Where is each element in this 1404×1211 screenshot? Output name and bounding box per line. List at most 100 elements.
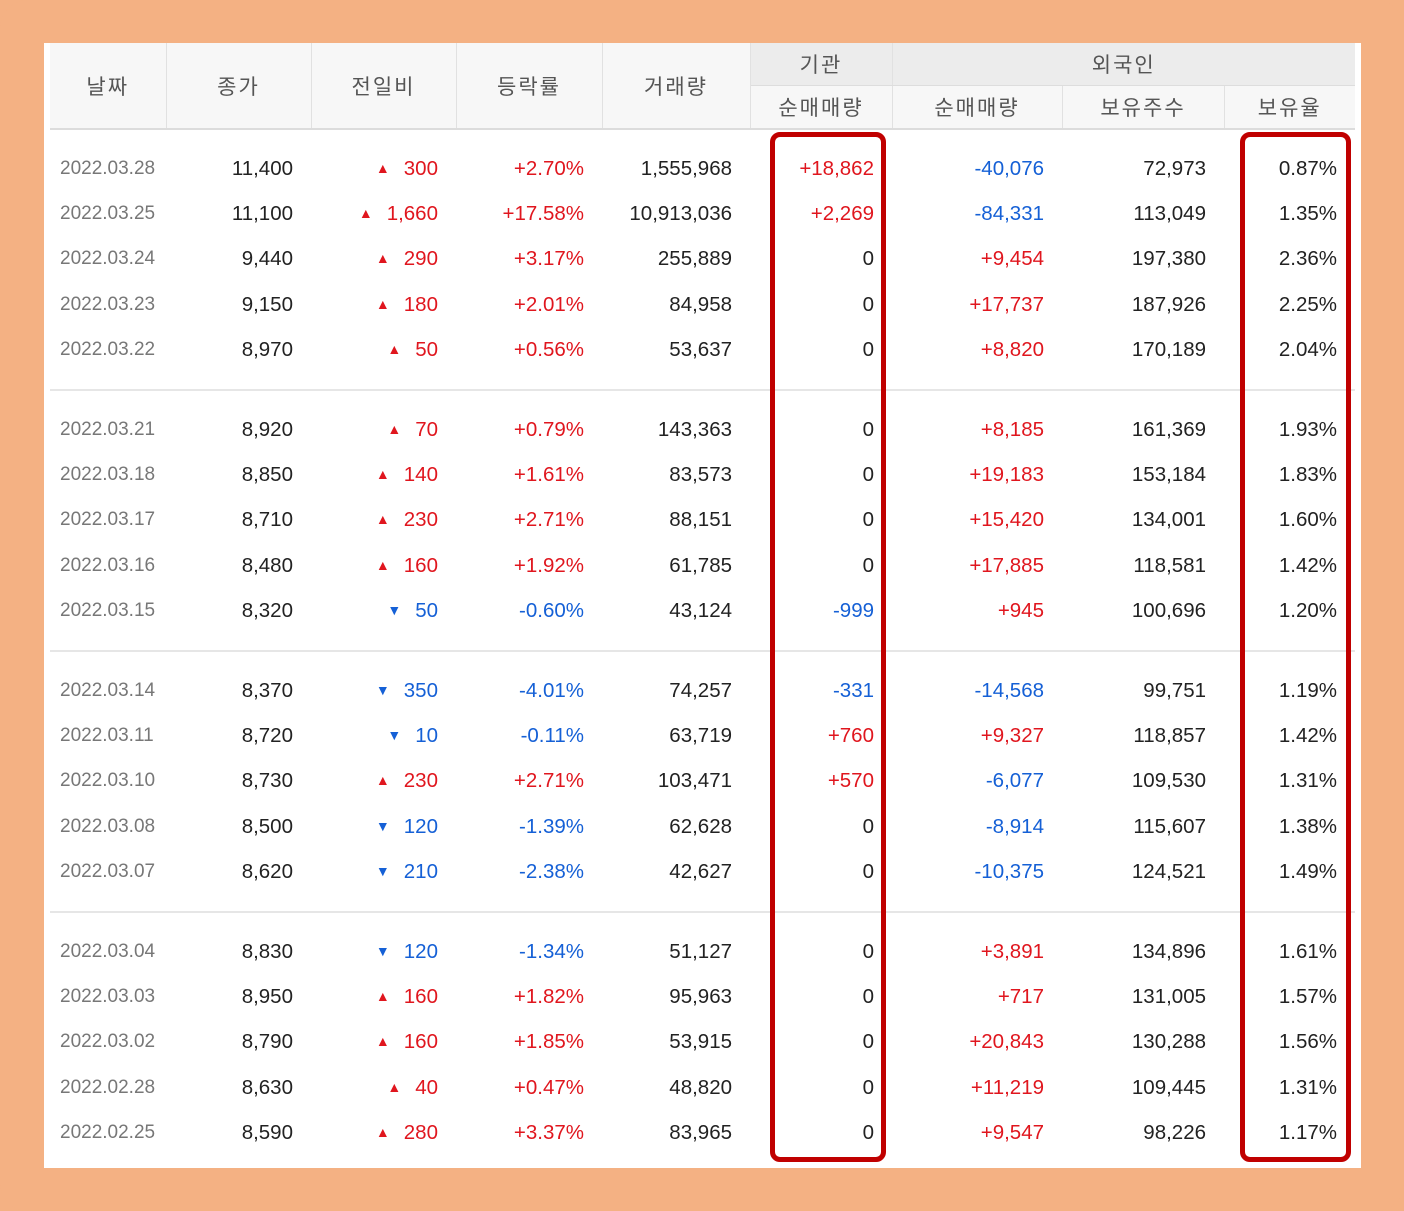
- cell-foreign: +17,885: [969, 553, 1044, 577]
- cell-inst: +760: [827, 723, 874, 747]
- table-row[interactable]: 2022.03.03 8,950 ▲ 160 +1.82% 95,963 0 +717 131,…: [50, 974, 1355, 1019]
- table-row[interactable]: 2022.03.04 8,830 ▼ 120 -1.34% 51,127 0 +3,891 13…: [50, 929, 1355, 974]
- cell-inst: 0: [862, 247, 874, 271]
- table-row[interactable]: 2022.03.28 11,400 ▲ 300 +2.70% 1,555,968 +18,8…: [50, 146, 1355, 191]
- cell-holdings: 124,521: [1131, 860, 1206, 884]
- table-row[interactable]: 2022.03.17 8,710 ▲ 230 +2.71% 88,151 0 +15,420 1…: [50, 498, 1355, 543]
- cell-diff: ▼ 120: [311, 804, 456, 849]
- cell-close: 8,730: [241, 769, 293, 793]
- cell-date: 2022.03.24: [60, 248, 156, 270]
- triangle-up-icon: ▲: [387, 1078, 402, 1095]
- table-row[interactable]: 2022.03.22 8,970 ▲ 50 +0.56% 53,637 0 +8,820 170…: [50, 328, 1355, 373]
- triangle-up-icon: ▲: [375, 772, 390, 789]
- cell-inst: 0: [862, 338, 874, 362]
- table-row[interactable]: 2022.02.25 8,590 ▲ 280 +3.37% 83,965 0 +9,547 98…: [50, 1110, 1355, 1155]
- cell-volume: 74,257: [669, 678, 732, 702]
- cell-holdings: 118,857: [1133, 723, 1206, 747]
- cell-volume: 103,471: [657, 769, 732, 793]
- triangle-down-icon: ▼: [375, 681, 390, 698]
- cell-inst: 0: [862, 508, 874, 532]
- header-group-institution: 기관: [750, 43, 893, 86]
- cell-ratio: 1.49%: [1278, 860, 1337, 884]
- cell-volume: 84,958: [669, 292, 732, 316]
- cell-diff: ▲ 300: [311, 146, 456, 191]
- header-inst-net[interactable]: 순매매량: [750, 85, 893, 129]
- table-row[interactable]: 2022.03.21 8,920 ▲ 70 +0.79% 143,363 0 +8,185 16…: [50, 407, 1355, 452]
- header-group-foreign: 외국인: [892, 43, 1355, 86]
- cell-foreign: -8,914: [985, 814, 1044, 838]
- cell-rate: -0.11%: [520, 723, 584, 747]
- triangle-down-icon: ▼: [387, 726, 402, 743]
- cell-date: 2022.03.07: [60, 861, 156, 883]
- cell-ratio: 1.61%: [1278, 939, 1337, 963]
- cell-holdings: 134,001: [1131, 508, 1206, 532]
- header-rate[interactable]: 등락률: [456, 43, 603, 129]
- header-close[interactable]: 종가: [166, 43, 312, 129]
- table-row[interactable]: 2022.02.28 8,630 ▲ 40 +0.47% 48,820 0 +11,219 10…: [50, 1065, 1355, 1110]
- cell-close: 8,710: [241, 508, 293, 532]
- header-date[interactable]: 날짜: [50, 43, 167, 129]
- cell-inst: 0: [862, 939, 874, 963]
- cell-diff-value: 210: [403, 860, 438, 884]
- cell-inst: 0: [862, 860, 874, 884]
- table-row[interactable]: 2022.03.15 8,320 ▼ 50 -0.60% 43,124 -999 +945 10…: [50, 589, 1355, 634]
- triangle-up-icon: ▲: [375, 556, 390, 573]
- table-row[interactable]: 2022.03.02 8,790 ▲ 160 +1.85% 53,915 0 +20,843 1…: [50, 1020, 1355, 1065]
- cell-ratio: 1.57%: [1278, 984, 1337, 1008]
- table-row[interactable]: 2022.03.18 8,850 ▲ 140 +1.61% 83,573 0 +19,183 1…: [50, 452, 1355, 497]
- cell-foreign: +9,454: [980, 247, 1044, 271]
- cell-close: 8,830: [241, 939, 293, 963]
- cell-inst: -331: [832, 678, 874, 702]
- group-divider: [50, 894, 1355, 913]
- cell-diff: ▲ 230: [311, 759, 456, 804]
- header-ratio[interactable]: 보유율: [1224, 85, 1355, 129]
- table-row[interactable]: 2022.03.08 8,500 ▼ 120 -1.39% 62,628 0 -8,914 11…: [50, 804, 1355, 849]
- cell-diff-value: 160: [403, 984, 438, 1008]
- table-row[interactable]: 2022.03.14 8,370 ▼ 350 -4.01% 74,257 -331 -14,5…: [50, 668, 1355, 713]
- header-diff[interactable]: 전일비: [311, 43, 457, 129]
- table-row[interactable]: 2022.03.24 9,440 ▲ 290 +3.17% 255,889 0 +9,454 1…: [50, 237, 1355, 282]
- cell-ratio: 2.04%: [1278, 338, 1337, 362]
- cell-holdings: 118,581: [1133, 553, 1206, 577]
- cell-holdings: 170,189: [1131, 338, 1206, 362]
- cell-date: 2022.03.23: [60, 293, 156, 315]
- table-row[interactable]: 2022.03.11 8,720 ▼ 10 -0.11% 63,719 +760 +9,327…: [50, 713, 1355, 758]
- cell-volume: 51,127: [669, 939, 732, 963]
- triangle-up-icon: ▲: [387, 341, 402, 358]
- cell-foreign: -14,568: [974, 678, 1044, 702]
- group-spacer: [50, 129, 1355, 146]
- cell-holdings: 98,226: [1143, 1121, 1206, 1145]
- cell-date: 2022.03.02: [60, 1031, 156, 1053]
- cell-foreign: +3,891: [980, 939, 1044, 963]
- cell-diff: ▲ 160: [311, 543, 456, 588]
- cell-date: 2022.03.14: [60, 679, 156, 701]
- cell-diff-value: 50: [415, 338, 438, 362]
- cell-foreign: +17,737: [969, 292, 1044, 316]
- cell-date: 2022.03.22: [60, 339, 156, 361]
- cell-diff-value: 1,660: [386, 202, 438, 226]
- cell-diff-value: 290: [403, 247, 438, 271]
- header-volume[interactable]: 거래량: [602, 43, 751, 129]
- cell-ratio: 1.93%: [1278, 417, 1337, 441]
- header-holdings[interactable]: 보유주수: [1062, 85, 1225, 129]
- table-row[interactable]: 2022.03.25 11,100 ▲ 1,660 +17.58% 10,913,036 +…: [50, 191, 1355, 236]
- cell-diff-value: 180: [403, 292, 438, 316]
- table-row[interactable]: 2022.03.23 9,150 ▲ 180 +2.01% 84,958 0 +17,737 1…: [50, 282, 1355, 327]
- table-row[interactable]: 2022.03.10 8,730 ▲ 230 +2.71% 103,471 +570 -6,0…: [50, 759, 1355, 804]
- cell-close: 9,440: [241, 247, 293, 271]
- cell-inst: 0: [862, 553, 874, 577]
- cell-ratio: 0.87%: [1278, 156, 1337, 180]
- cell-rate: -4.01%: [519, 678, 584, 702]
- table-row[interactable]: 2022.03.07 8,620 ▼ 210 -2.38% 42,627 0 -10,375 1…: [50, 849, 1355, 894]
- header-foreign-net[interactable]: 순매매량: [892, 85, 1063, 129]
- cell-close: 8,970: [241, 338, 293, 362]
- cell-close: 8,920: [241, 417, 293, 441]
- cell-diff: ▲ 40: [311, 1065, 456, 1110]
- cell-diff-value: 140: [403, 463, 438, 487]
- cell-date: 2022.03.25: [60, 203, 156, 225]
- cell-ratio: 1.60%: [1278, 508, 1337, 532]
- cell-volume: 62,628: [669, 814, 732, 838]
- cell-ratio: 1.38%: [1278, 814, 1337, 838]
- cell-date: 2022.03.11: [60, 724, 154, 746]
- table-row[interactable]: 2022.03.16 8,480 ▲ 160 +1.92% 61,785 0 +17,885 1…: [50, 543, 1355, 588]
